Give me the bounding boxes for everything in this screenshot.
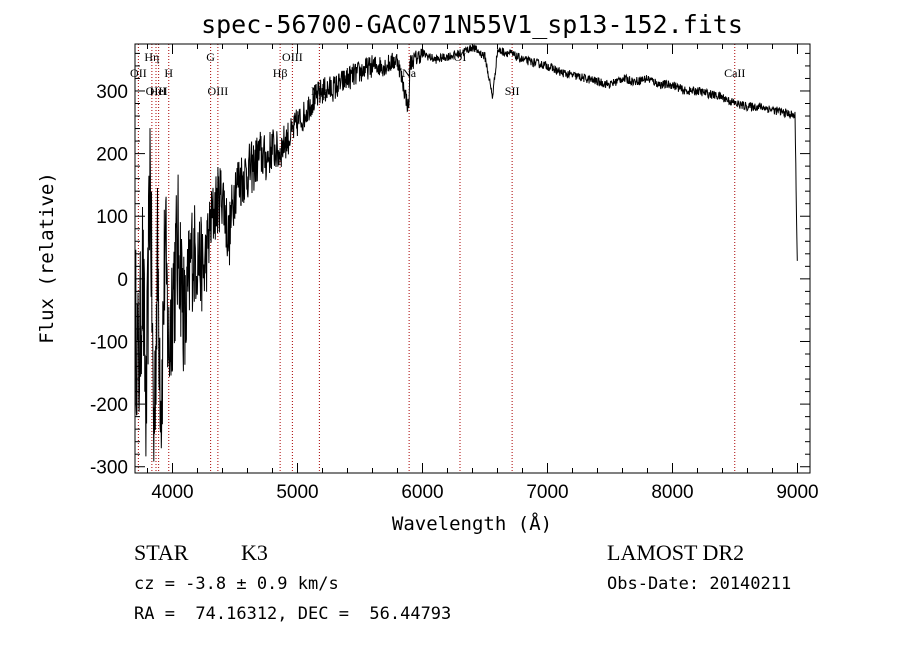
y-tick-label: 100 [96, 207, 128, 228]
chart-title: spec-56700-GAC071N55V1_sp13-152.fits [201, 10, 743, 39]
y-axis-label: Flux (relative) [36, 172, 58, 344]
axes [134, 43, 811, 474]
line-label: OIII [208, 84, 229, 98]
y-tick-label: -100 [90, 332, 128, 353]
y-tick-label: 200 [96, 145, 128, 166]
y-tick-label: 0 [117, 270, 128, 291]
line-label: OIII [282, 50, 303, 64]
line-label: H [164, 66, 173, 80]
object-subclass: K3 [241, 540, 268, 565]
tick-labels: 4000 5000 6000 7000 8000 9000 -300 -200 -100 0 100… [90, 82, 819, 503]
line-label: Hβ [273, 66, 288, 80]
object-class: STAR [134, 540, 189, 565]
line-label: OIII [146, 84, 167, 98]
x-tick-label: 4000 [151, 482, 193, 503]
line-label: CaII [724, 66, 745, 80]
y-tick-label: -200 [90, 395, 128, 416]
line-label: OII [130, 66, 147, 80]
line-label: SII [505, 84, 520, 98]
redshift-text: cz = -3.8 ± 0.9 km/s [134, 574, 339, 594]
line-label: Na [402, 66, 417, 80]
x-tick-label: 6000 [401, 482, 443, 503]
line-label: Mg [311, 84, 328, 98]
x-axis-label: Wavelength (Å) [392, 512, 552, 535]
line-label: G [206, 50, 215, 64]
line-label: OI [454, 50, 467, 64]
survey-name: LAMOST DR2 [607, 540, 745, 565]
coordinates-text: RA = 74.16312, DEC = 56.44793 [134, 604, 452, 624]
emission-line-markers [137, 44, 736, 473]
line-label: Hη [144, 50, 159, 64]
line-label: HeI [150, 84, 168, 98]
plot-frame [134, 43, 811, 474]
x-tick-label: 9000 [776, 482, 818, 503]
x-tick-label: 7000 [526, 482, 568, 503]
y-tick-label: -300 [90, 458, 128, 479]
observation-date: Obs-Date: 20140211 [607, 574, 792, 594]
x-tick-label: 5000 [276, 482, 318, 503]
y-tick-label: 300 [96, 82, 128, 103]
spectrum-line [134, 44, 798, 462]
x-tick-label: 8000 [651, 482, 693, 503]
